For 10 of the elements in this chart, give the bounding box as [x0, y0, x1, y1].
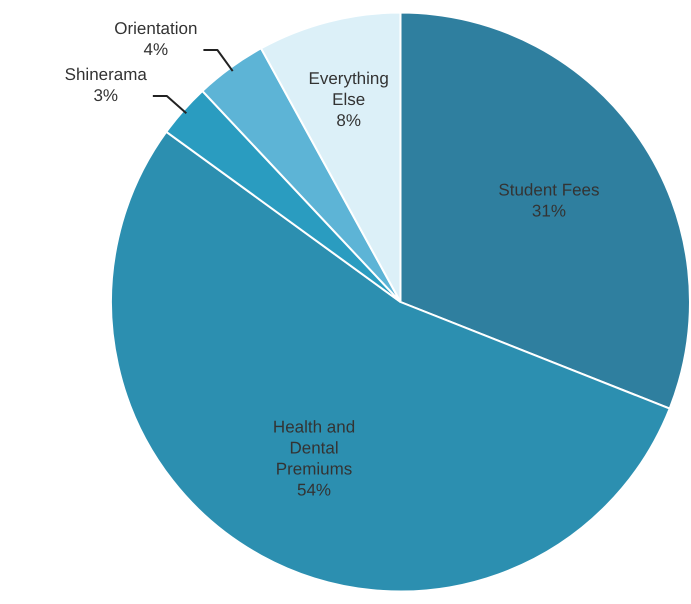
data-label: 54%	[297, 480, 332, 500]
data-label: 8%	[336, 110, 361, 130]
slice-label: Student Fees	[498, 180, 600, 200]
slice-label: Shinerama	[64, 65, 148, 84]
data-label: 4%	[144, 40, 168, 60]
data-label: 3%	[93, 86, 118, 106]
slice-label: Health and Dental Premiums	[272, 417, 356, 478]
data-label: 31%	[532, 201, 566, 220]
slice-label: Everything Else	[308, 68, 389, 109]
slice-label: Orientation	[114, 19, 198, 38]
